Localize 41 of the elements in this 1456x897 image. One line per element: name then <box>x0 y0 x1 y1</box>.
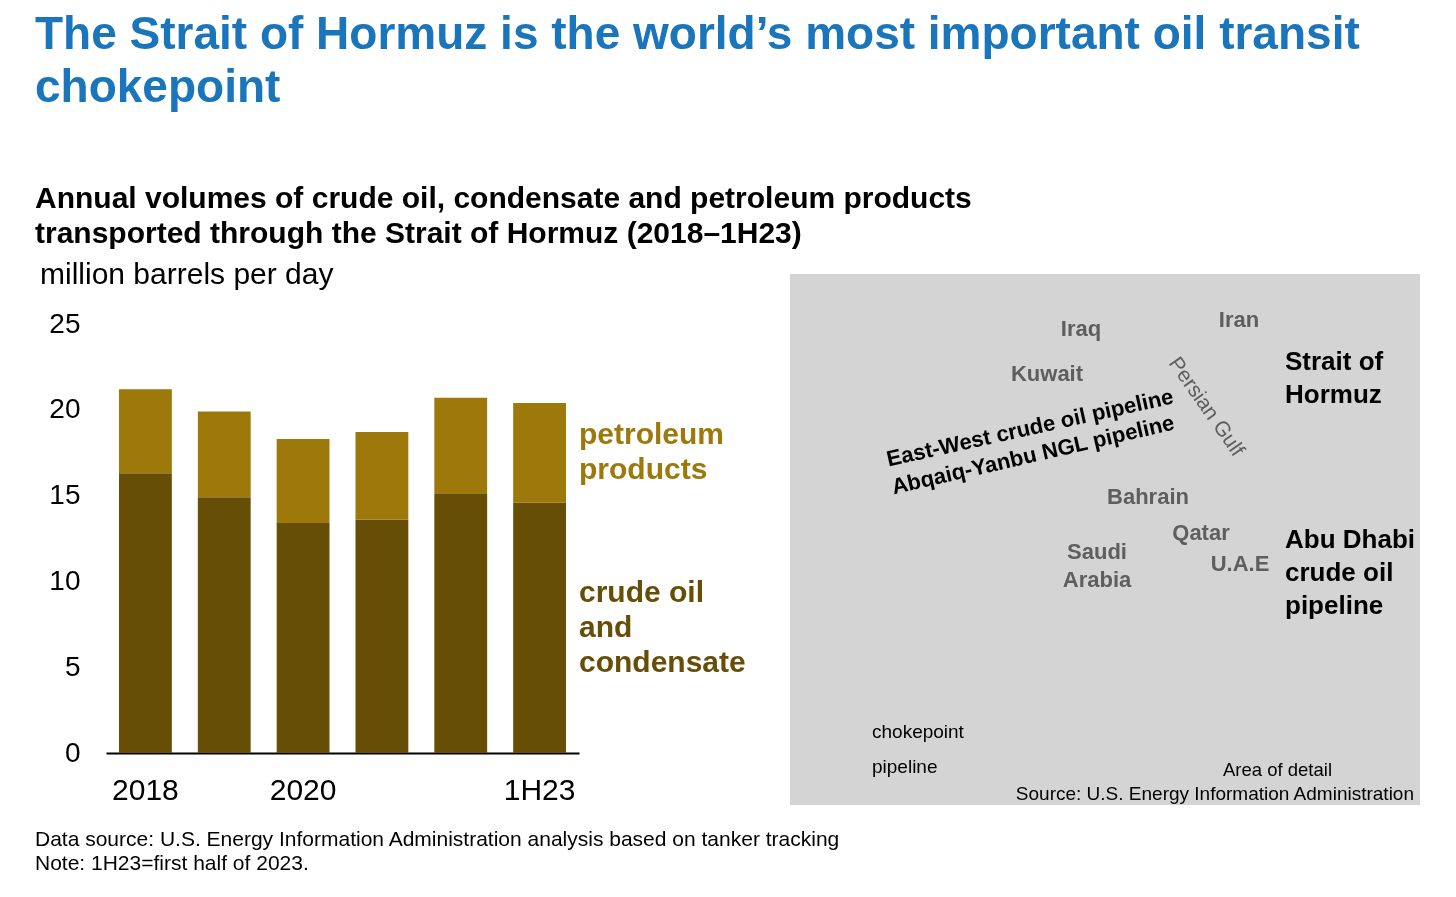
source-note: Data source: U.S. Energy Information Administration analysis based on tanker tracking <box>35 827 840 850</box>
text: Bahrain <box>1107 484 1189 509</box>
series-label: petroleum products <box>579 417 725 486</box>
bar <box>119 473 172 753</box>
text: U.A.E <box>1210 551 1270 576</box>
bar <box>197 411 251 498</box>
series-label: crude oil and condensate <box>579 574 746 678</box>
text: Iran <box>1218 307 1260 332</box>
text: The Strait of Hormuz is the world’s most important oil transit chokepoint <box>35 7 1360 112</box>
chart-subtitle: Annual volumes of crude oil, condensate and petroleum products transported through the Strait of Hormuz (2018–1H23) <box>35 181 972 249</box>
bar <box>434 493 488 753</box>
text: Strait of Hormuz <box>1285 346 1384 409</box>
bar <box>513 502 566 753</box>
y-tick-label: 5 <box>64 650 81 682</box>
text: Qatar <box>1172 520 1231 545</box>
y-tick-label: 10 <box>49 564 81 596</box>
bar <box>119 389 172 474</box>
bar <box>355 519 409 753</box>
x-tick-label: 2018 <box>112 772 179 806</box>
bar <box>434 397 488 494</box>
text: Iraq <box>1060 316 1102 341</box>
text: chokepoint <box>872 721 965 742</box>
text: Area of detail <box>1223 759 1333 780</box>
y-tick-label: 15 <box>49 479 81 511</box>
x-tick-label: 1H23 <box>503 772 576 806</box>
text: Kuwait <box>1010 361 1084 386</box>
bar <box>276 438 330 524</box>
text: Abu Dhabi crude oil pipeline <box>1285 524 1415 620</box>
bar <box>197 497 251 753</box>
y-tick-label: 0 <box>64 736 81 768</box>
y-tick-label: 25 <box>49 307 81 339</box>
text: pipeline <box>872 756 938 777</box>
x-tick-label: 2020 <box>269 772 337 806</box>
y-tick-label: 20 <box>49 393 81 425</box>
text: Note: 1H23=first half of 2023. <box>35 851 309 874</box>
source-note: Source: U.S. Energy Information Administration <box>1015 783 1414 804</box>
text: Saudi Arabia <box>1062 539 1132 592</box>
bar <box>513 402 566 503</box>
bar <box>355 432 409 520</box>
y-axis-title: million barrels per day <box>40 257 334 290</box>
bar <box>276 523 330 753</box>
